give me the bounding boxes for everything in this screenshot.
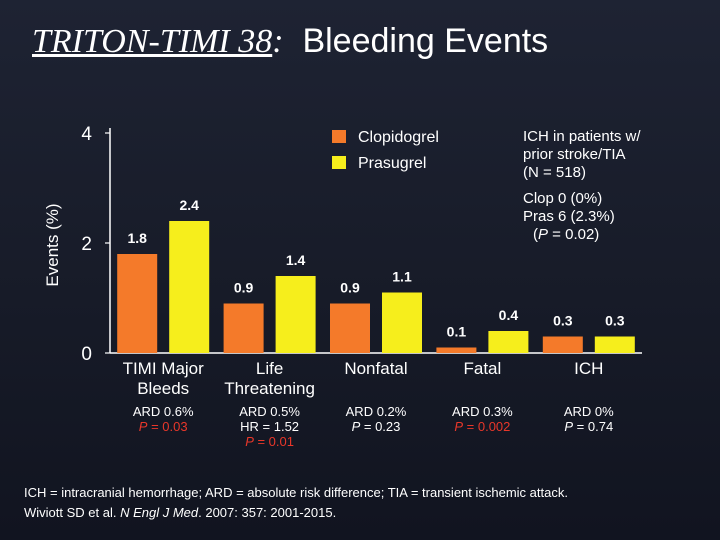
data-label-clopidogrel-0: 1.8: [127, 230, 147, 246]
citation-authors: Wiviott SD et al.: [24, 505, 121, 520]
annotation-ard: ARD 0.3%: [452, 404, 513, 419]
ich-note-line3: (N = 518): [523, 164, 586, 181]
bar-clopidogrel-2: [330, 303, 370, 353]
ich-note-line5: Pras 6 (2.3%): [523, 208, 615, 225]
annotation-0: ARD 0.6% P = 0.03: [113, 404, 213, 434]
legend-label-prasugrel: Prasugrel: [358, 155, 426, 172]
category-label-1-0: Life: [256, 359, 283, 378]
y-tick-label-0: 0: [81, 344, 92, 365]
bar-prasugrel-0: [169, 221, 210, 353]
data-label-prasugrel-3: 0.4: [499, 307, 519, 323]
footer-citation: Wiviott SD et al. N Engl J Med. 2007: 35…: [24, 503, 568, 523]
annotation-1: ARD 0.5% HR = 1.52 P = 0.01: [220, 404, 320, 449]
data-label-clopidogrel-1: 0.9: [234, 280, 254, 296]
ich-note-line4: Clop 0 (0%): [523, 190, 603, 207]
category-label-2-0: Nonfatal: [344, 359, 407, 378]
legend-swatch-prasugrel: [332, 156, 346, 169]
ich-note-paren: (: [533, 226, 538, 243]
category-label-0-0: TIMI Major: [123, 359, 205, 378]
citation-details: . 2007: 357: 2001-2015.: [198, 505, 337, 520]
annotation-hr: HR = 1.52: [240, 419, 300, 434]
title-trial-name: TRITON-TIMI 38: [32, 23, 273, 60]
bar-prasugrel-1: [275, 276, 316, 353]
category-label-4-0: ICH: [574, 359, 603, 378]
citation-journal: N Engl J Med: [120, 505, 199, 520]
bar-prasugrel-3: [488, 331, 529, 353]
ich-note-pvalue: = 0.02): [548, 226, 600, 243]
bar-clopidogrel-1: [223, 303, 264, 353]
y-axis-label: Events (%): [43, 203, 62, 286]
title-colon: :: [272, 23, 284, 60]
bar-clopidogrel-3: [436, 347, 477, 353]
bar-clopidogrel-4: [542, 336, 583, 353]
annotation-3: ARD 0.3% P = 0.002: [432, 404, 532, 434]
ich-note-line6: (P = 0.02): [523, 226, 641, 244]
ich-note-line2: prior stroke/TIA: [523, 146, 626, 163]
footer: ICH = intracranial hemorrhage; ARD = abs…: [24, 483, 568, 523]
annotation-p-value: P = 0.23: [351, 419, 401, 434]
data-label-clopidogrel-2: 0.9: [340, 280, 360, 296]
category-label-3-0: Fatal: [464, 359, 502, 378]
data-label-clopidogrel-3: 0.1: [447, 324, 467, 340]
y-tick-label-2: 2: [81, 234, 92, 255]
annotation-p-value: P = 0.002: [454, 419, 511, 434]
annotation-ard: ARD 0.5%: [239, 404, 300, 419]
annotation-ard: ARD 0%: [563, 404, 614, 419]
annotation-4: ARD 0% P = 0.74: [539, 404, 639, 434]
slide-title: TRITON-TIMI 38: Bleeding Events: [32, 22, 548, 61]
title-text: Bleeding Events: [283, 22, 549, 60]
annotation-p-value: P = 0.01: [245, 434, 294, 449]
data-label-prasugrel-4: 0.3: [605, 313, 625, 329]
data-label-clopidogrel-4: 0.3: [553, 313, 573, 329]
data-label-prasugrel-2: 1.1: [392, 269, 412, 285]
bar-prasugrel-2: [382, 292, 422, 353]
annotation-ard: ARD 0.2%: [345, 404, 407, 419]
category-label-0-1: Bleeds: [137, 379, 189, 398]
bar-clopidogrel-0: [117, 254, 158, 353]
annotation-p-value: P = 0.74: [564, 419, 614, 434]
ich-note: ICH in patients w/ prior stroke/TIA (N =…: [523, 128, 641, 244]
category-label-1-1: Threatening: [224, 379, 315, 398]
annotation-ard: ARD 0.6%: [132, 404, 194, 419]
legend-label-clopidogrel: Clopidogrel: [358, 129, 439, 146]
annotation-p-value: P = 0.03: [138, 419, 188, 434]
ich-note-line1: ICH in patients w/: [523, 128, 641, 145]
data-label-prasugrel-1: 1.4: [286, 252, 306, 268]
annotation-2: ARD 0.2% P = 0.23: [326, 404, 426, 434]
data-label-prasugrel-0: 2.4: [179, 197, 199, 213]
ich-note-p: P: [538, 226, 549, 243]
legend-swatch-clopidogrel: [332, 130, 346, 143]
bar-prasugrel-4: [594, 336, 635, 353]
footer-abbreviations: ICH = intracranial hemorrhage; ARD = abs…: [24, 485, 568, 500]
y-tick-label-4: 4: [81, 124, 92, 145]
